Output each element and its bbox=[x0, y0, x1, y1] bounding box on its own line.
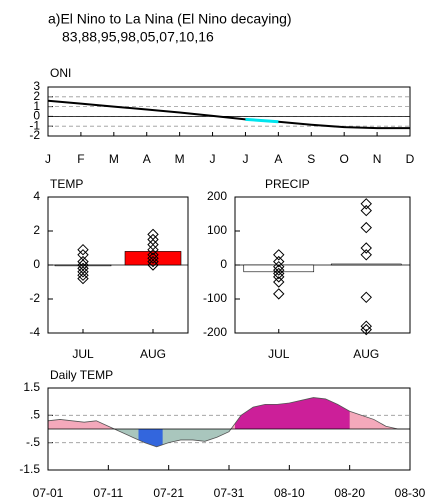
x-tick-label: M bbox=[109, 152, 119, 166]
y-tick-label: 1 bbox=[33, 99, 40, 113]
diamond-point bbox=[360, 198, 372, 210]
y-tick-label: -200 bbox=[203, 325, 227, 339]
x-tick-label: AUG bbox=[353, 347, 379, 361]
x-tick-label: F bbox=[77, 152, 84, 166]
x-tick-label: JUL bbox=[268, 347, 290, 361]
y-tick-label: -.5 bbox=[26, 435, 40, 449]
x-tick-label: 07-21 bbox=[153, 486, 184, 500]
y-tick-label: .5 bbox=[30, 408, 40, 422]
diamond-point bbox=[360, 291, 372, 304]
y-tick-label: 4 bbox=[33, 189, 40, 203]
y-tick-label: 0 bbox=[33, 257, 40, 271]
x-tick-label: 07-01 bbox=[33, 486, 64, 500]
panel-title: ONI bbox=[50, 66, 71, 80]
diamond-point bbox=[360, 204, 372, 217]
y-tick-label: 3 bbox=[33, 79, 40, 93]
y-tick-label: 1.5 bbox=[23, 380, 40, 394]
diamond-point bbox=[273, 264, 285, 276]
y-tick-label: 100 bbox=[207, 223, 227, 237]
diamond-point bbox=[360, 323, 372, 336]
y-tick-label: 0 bbox=[33, 109, 40, 123]
x-tick-label: 08-30 bbox=[395, 486, 426, 500]
x-tick-label: J bbox=[242, 152, 248, 166]
diamond-point bbox=[360, 242, 372, 254]
x-tick-label: S bbox=[307, 152, 315, 166]
x-tick-label: A bbox=[143, 152, 151, 166]
diamond-point bbox=[273, 276, 285, 288]
x-tick-label: M bbox=[175, 152, 185, 166]
bar bbox=[54, 264, 112, 267]
y-tick-label: 2 bbox=[33, 223, 40, 237]
diamond-point bbox=[77, 266, 89, 278]
highlight-area bbox=[235, 397, 350, 429]
figure-subtitle: 83,88,95,98,05,07,10,16 bbox=[62, 29, 214, 45]
x-tick-label: 08-10 bbox=[274, 486, 305, 500]
y-tick-label: 0 bbox=[220, 257, 227, 271]
x-tick-label: J bbox=[45, 152, 51, 166]
x-tick-label: JUL bbox=[72, 347, 94, 361]
y-tick-label: 200 bbox=[207, 189, 227, 203]
x-tick-label: N bbox=[373, 152, 382, 166]
positive-area bbox=[48, 397, 410, 429]
x-tick-label: D bbox=[406, 152, 415, 166]
diamond-point bbox=[147, 259, 159, 271]
plot-frame bbox=[47, 387, 411, 471]
diamond-point bbox=[77, 243, 89, 256]
panel-title: PRECIP bbox=[265, 177, 310, 191]
y-tick-label: -1.5 bbox=[19, 462, 40, 476]
x-tick-label: 07-31 bbox=[214, 486, 245, 500]
series-line bbox=[47, 397, 410, 448]
plot-frame bbox=[47, 86, 411, 137]
y-tick-label: -2 bbox=[29, 291, 40, 305]
diamond-point bbox=[273, 255, 285, 268]
panel-title: Daily TEMP bbox=[50, 368, 113, 382]
diamond-point bbox=[360, 249, 372, 261]
y-tick-label: 2 bbox=[33, 89, 40, 103]
x-tick-label: A bbox=[274, 152, 282, 166]
plot-frame bbox=[234, 196, 411, 334]
series-line bbox=[245, 117, 279, 124]
diamond-point bbox=[147, 243, 159, 256]
diamond-point bbox=[273, 288, 285, 300]
diamond-point bbox=[273, 271, 285, 283]
figure-title: a)El Nino to La Nina (El Nino decaying) bbox=[48, 11, 292, 27]
diamond-point bbox=[147, 252, 159, 264]
diamond-point bbox=[147, 255, 159, 268]
series-line bbox=[47, 99, 410, 130]
x-tick-label: AUG bbox=[140, 347, 166, 361]
x-tick-label: O bbox=[340, 152, 349, 166]
diamond-point bbox=[273, 249, 285, 261]
diamond-point bbox=[273, 267, 285, 280]
diamond-point bbox=[77, 269, 89, 281]
bar bbox=[330, 263, 402, 266]
y-tick-label: -1 bbox=[29, 118, 40, 132]
y-tick-label: -4 bbox=[29, 325, 40, 339]
x-tick-label: 07-11 bbox=[93, 486, 123, 500]
diamond-point bbox=[360, 221, 372, 234]
y-tick-label: -2 bbox=[29, 128, 40, 142]
bar bbox=[124, 251, 182, 266]
panel-title: TEMP bbox=[50, 177, 83, 191]
diamond-point bbox=[360, 320, 372, 332]
x-tick-label: 08-20 bbox=[334, 486, 365, 500]
x-tick-label: J bbox=[210, 152, 216, 166]
diamond-point bbox=[77, 272, 89, 285]
y-tick-label: -100 bbox=[203, 291, 227, 305]
plot-frame bbox=[47, 196, 189, 334]
